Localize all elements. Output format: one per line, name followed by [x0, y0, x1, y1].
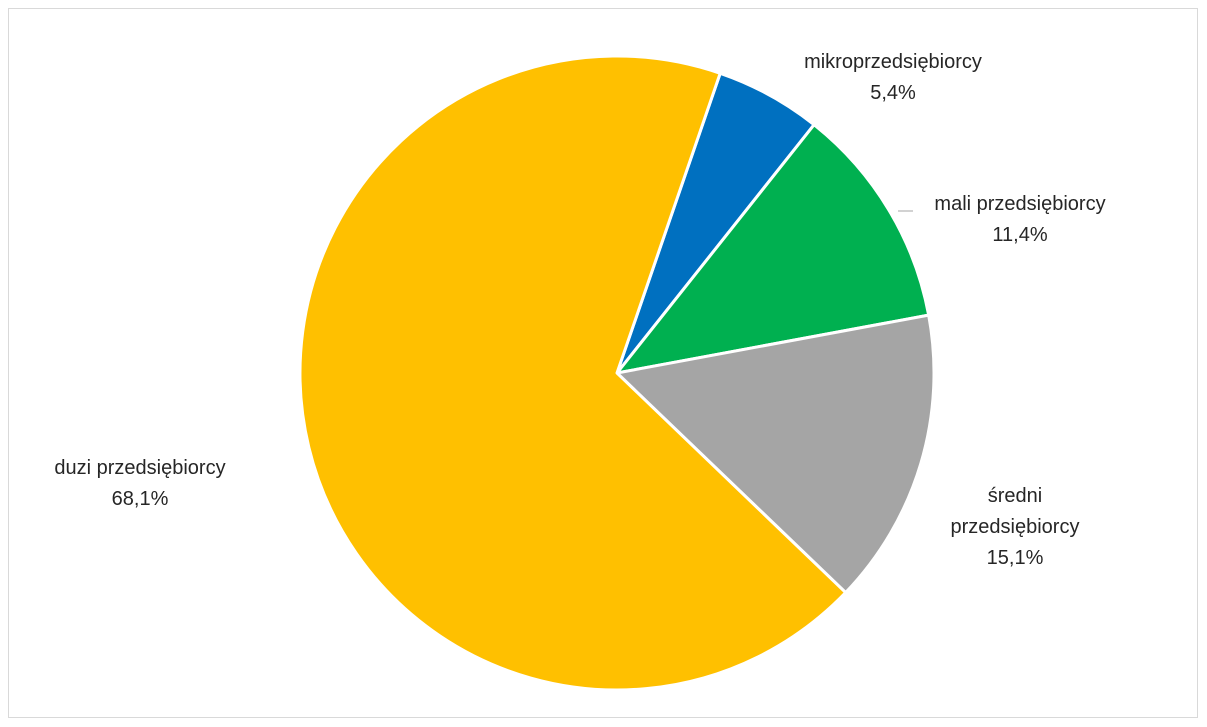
- pie-slice-2: [615, 123, 931, 375]
- data-label-value: 11,4%: [992, 224, 1047, 246]
- data-label-1: mikroprzedsiębiorcy 5,4%: [804, 51, 982, 104]
- pie-slice-3: [615, 313, 936, 595]
- pie-slices: [298, 54, 936, 692]
- data-label-name: przedsiębiorcy: [951, 516, 1080, 538]
- data-label-3: średni przedsiębiorcy 15,1%: [951, 485, 1080, 569]
- data-label-value: 68,1%: [112, 488, 169, 510]
- data-labels: mikroprzedsiębiorcy 5,4% mali przedsiębior…: [54, 51, 1105, 569]
- data-label-name: mikroprzedsiębiorcy: [804, 51, 982, 73]
- data-label-value: 5,4%: [870, 82, 916, 104]
- data-label-value: 15,1%: [987, 547, 1044, 569]
- data-label-name: średni: [988, 485, 1042, 507]
- data-label-4: duzi przedsiębiorcy 68,1%: [54, 457, 225, 510]
- data-label-name: mali przedsiębiorcy: [934, 193, 1105, 215]
- data-label-2: mali przedsiębiorcy 11,4%: [934, 193, 1105, 246]
- pie-slice-4: [298, 54, 848, 692]
- data-label-name: duzi przedsiębiorcy: [54, 457, 225, 479]
